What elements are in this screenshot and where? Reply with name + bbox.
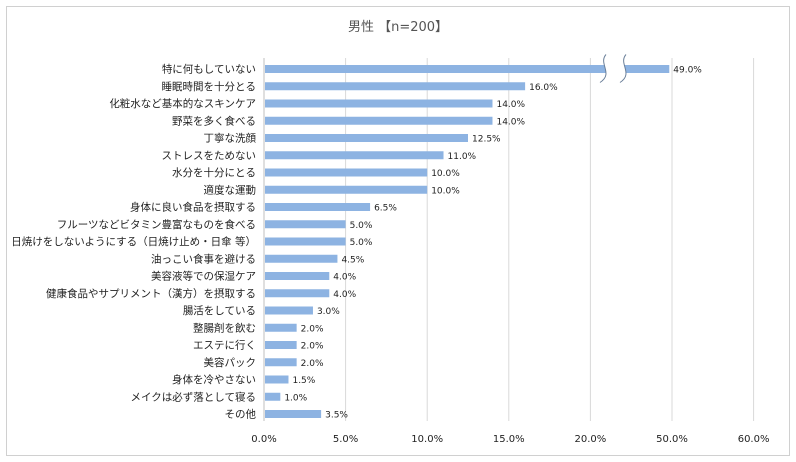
x-tick-label: 5.0% bbox=[333, 434, 358, 445]
data-label: 5.0% bbox=[350, 238, 373, 248]
category-label: 健康食品やサプリメント（漢方）を摂取する bbox=[46, 287, 256, 300]
data-label: 14.0% bbox=[496, 117, 525, 127]
data-label: 4.0% bbox=[333, 290, 356, 300]
category-label: 整腸剤を飲む bbox=[193, 321, 256, 334]
axis-break-gap bbox=[600, 54, 626, 83]
data-label: 5.0% bbox=[350, 221, 373, 231]
data-label: 2.0% bbox=[301, 359, 324, 369]
category-label: 腸活をしている bbox=[183, 305, 256, 317]
axis-break-mark bbox=[599, 54, 607, 83]
data-label: 10.0% bbox=[431, 186, 460, 196]
category-label: 丁寧な洗顔 bbox=[204, 132, 257, 145]
data-label: 2.0% bbox=[301, 324, 324, 334]
bar bbox=[265, 220, 346, 229]
data-label: 11.0% bbox=[448, 152, 477, 162]
x-tick-label: 20.0% bbox=[575, 434, 607, 445]
data-label: 12.5% bbox=[472, 135, 501, 145]
category-label: 化粧水など基本的なスキンケア bbox=[109, 97, 256, 110]
bar bbox=[265, 168, 428, 177]
category-label: メイクは必ず落として寝る bbox=[131, 390, 256, 403]
category-label: その他 bbox=[225, 408, 257, 421]
category-label: 適度な運動 bbox=[204, 183, 257, 196]
data-label: 3.0% bbox=[317, 307, 340, 317]
chart-title: 男性 【n=200】 bbox=[347, 20, 449, 35]
category-label: フルーツなどビタミン豊富なものを食べる bbox=[57, 218, 256, 231]
bar bbox=[265, 151, 444, 160]
bar bbox=[265, 237, 346, 246]
data-label: 49.0% bbox=[673, 66, 702, 76]
chart-frame bbox=[6, 6, 790, 456]
bar bbox=[265, 82, 526, 91]
bar bbox=[265, 272, 330, 280]
bar bbox=[265, 341, 297, 349]
bar bbox=[265, 375, 289, 384]
x-tick-label: 0.0% bbox=[251, 434, 276, 445]
axis-break-mark bbox=[619, 54, 627, 83]
bar bbox=[265, 289, 330, 298]
bar bbox=[265, 392, 281, 401]
bar bbox=[265, 99, 493, 108]
bar bbox=[265, 410, 322, 418]
data-label: 16.0% bbox=[529, 83, 558, 93]
bar bbox=[265, 185, 428, 194]
data-label: 1.5% bbox=[292, 376, 315, 386]
bar bbox=[265, 134, 468, 142]
data-label: 4.5% bbox=[341, 255, 364, 265]
bar bbox=[265, 203, 371, 211]
category-label: 日焼けをしないようにする（日焼け止め・日傘 等） bbox=[11, 235, 256, 248]
bar bbox=[265, 254, 338, 263]
bar bbox=[265, 65, 670, 73]
x-tick-label: 15.0% bbox=[493, 434, 525, 445]
data-label: 6.5% bbox=[374, 204, 397, 214]
category-label: 油っこい食事を避ける bbox=[151, 252, 256, 265]
category-label: 特に何もしていない bbox=[162, 63, 256, 76]
bar bbox=[265, 116, 493, 125]
x-tick-label: 10.0% bbox=[411, 434, 443, 445]
data-label: 4.0% bbox=[333, 273, 356, 283]
category-label: 野菜を多く食べる bbox=[172, 114, 256, 127]
data-label: 10.0% bbox=[431, 169, 460, 179]
x-tick-label: 50.0% bbox=[656, 434, 688, 445]
x-tick-label: 60.0% bbox=[738, 434, 770, 445]
data-label: 14.0% bbox=[496, 100, 525, 110]
category-label: エステに行く bbox=[193, 339, 256, 352]
bar bbox=[265, 323, 297, 332]
category-label: ストレスをためない bbox=[162, 150, 257, 162]
bar bbox=[265, 358, 297, 367]
bar bbox=[265, 306, 313, 315]
data-label: 2.0% bbox=[301, 342, 324, 352]
category-label: 美容液等での保湿ケア bbox=[151, 270, 256, 283]
category-label: 身体に良い食品を摂取する bbox=[130, 201, 256, 214]
category-label: 美容パック bbox=[204, 356, 257, 369]
category-label: 睡眠時間を十分とる bbox=[162, 80, 257, 93]
category-label: 水分を十分にとる bbox=[172, 166, 256, 179]
category-label: 身体を冷やさない bbox=[172, 373, 256, 386]
data-label: 3.5% bbox=[325, 411, 348, 421]
data-label: 1.0% bbox=[284, 393, 307, 403]
